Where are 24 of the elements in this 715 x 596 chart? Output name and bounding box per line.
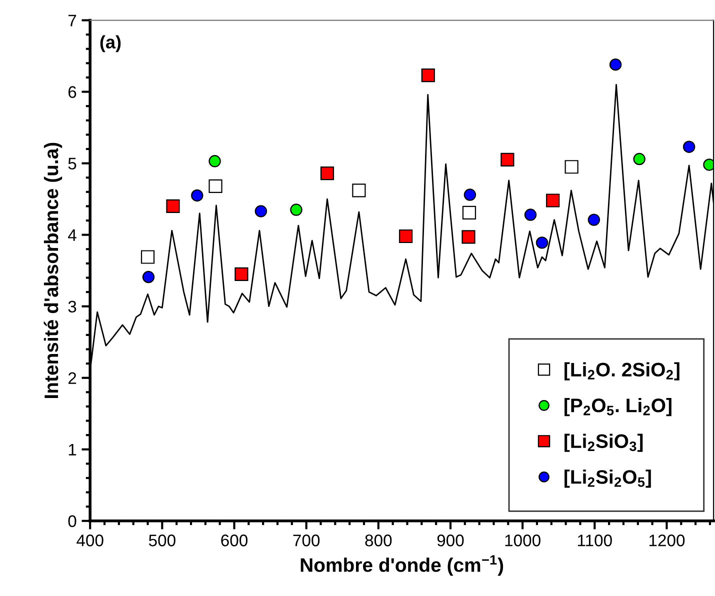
y-tick-label: 4 <box>68 229 76 241</box>
y-tick-label: 7 <box>68 14 76 26</box>
x-tick-label: 1100 <box>578 534 612 546</box>
y-tick-label: 3 <box>68 300 76 313</box>
y-axis-title: Intensité d'absorbance (u.a) <box>44 142 62 398</box>
x-tick-label: 600 <box>221 534 248 546</box>
y-tick-label: 2 <box>68 372 76 384</box>
x-tick-label: 700 <box>293 534 320 546</box>
legend-label: [Li$_{2}$Si$_{2}$O$_{5}$] <box>564 470 651 488</box>
x-tick-label: 1000 <box>505 534 540 546</box>
x-tick-label: 800 <box>365 534 392 546</box>
x-tick-label: 900 <box>437 534 464 546</box>
legend-label: [Li$_{2}$SiO$_{3}$] <box>564 434 643 452</box>
y-tick-label: 5 <box>68 158 76 170</box>
x-tick-label: 1200 <box>649 534 685 546</box>
legend-label: [P$_{2}$O$_{5}$. Li$_{2}$O] <box>564 398 672 416</box>
legend-label: [Li$_{2}$O. 2SiO$_{2}$] <box>564 362 680 380</box>
y-tick-label: 0 <box>68 515 76 528</box>
x-tick-label: 400 <box>76 534 104 546</box>
x-tick-label: 500 <box>148 534 176 546</box>
y-tick-label: 1 <box>68 444 76 456</box>
annotation: (a) <box>100 35 121 52</box>
y-tick-label: 6 <box>68 86 76 98</box>
x-axis-title: Nombre d'onde (cm$^{−1}$) <box>300 555 504 576</box>
